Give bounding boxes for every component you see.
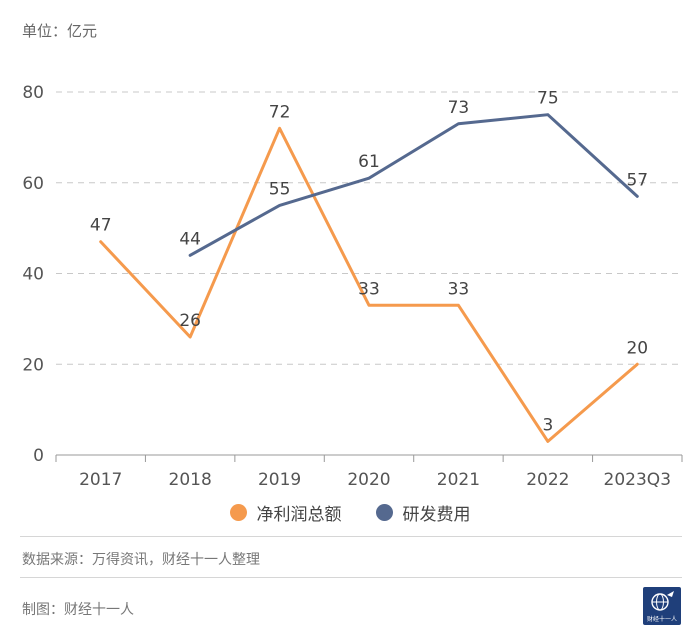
grid-lines bbox=[56, 91, 682, 365]
data-label: 61 bbox=[358, 152, 380, 172]
y-tick-label: 0 bbox=[33, 446, 44, 466]
data-label: 75 bbox=[537, 89, 559, 109]
series-line-0 bbox=[99, 126, 639, 443]
data-label: 47 bbox=[90, 216, 112, 236]
y-tick-label: 20 bbox=[22, 355, 44, 375]
legend-label-rnd: 研发费用 bbox=[402, 505, 471, 525]
globe-icon bbox=[651, 591, 674, 611]
data-label: 26 bbox=[179, 311, 201, 331]
legend-item-rnd[interactable]: 研发费用 bbox=[375, 500, 471, 525]
data-label: 20 bbox=[626, 338, 648, 358]
unit-label: 单位：亿元 bbox=[22, 22, 98, 40]
brand-logo: 财经十一人 bbox=[643, 587, 681, 625]
data-label: 55 bbox=[269, 179, 291, 199]
y-tick-label: 40 bbox=[22, 265, 44, 285]
x-tick-label: 2018 bbox=[169, 470, 212, 490]
legend-label-profit: 净利润总额 bbox=[256, 505, 342, 525]
data-label: 57 bbox=[626, 170, 648, 190]
y-tick-label: 80 bbox=[22, 83, 44, 103]
source-note: 数据来源：万得资讯，财经十一人整理 bbox=[22, 552, 260, 568]
data-label: 3 bbox=[542, 415, 553, 435]
data-label: 44 bbox=[179, 229, 201, 249]
series-lines bbox=[99, 113, 639, 443]
maker-note: 制图：财经十一人 bbox=[22, 602, 134, 618]
axes: 0 20 40 60 80 2017 2018 2019 2020 2021 2022 2023Q3 bbox=[22, 83, 683, 490]
data-label: 72 bbox=[269, 102, 291, 122]
logo-text: 财经十一人 bbox=[646, 616, 677, 623]
legend: 净利润总额 研发费用 bbox=[0, 500, 700, 525]
x-tick-label: 2017 bbox=[79, 470, 122, 490]
data-label: 33 bbox=[358, 279, 380, 299]
x-tick-label: 2022 bbox=[526, 470, 569, 490]
series-line-1 bbox=[188, 113, 639, 257]
divider-top bbox=[20, 536, 682, 537]
x-tick-label: 2021 bbox=[437, 470, 480, 490]
y-tick-label: 60 bbox=[22, 174, 44, 194]
x-tick-label: 2023Q3 bbox=[604, 470, 671, 490]
divider-bottom bbox=[20, 577, 682, 578]
data-label: 33 bbox=[448, 279, 470, 299]
x-tick-label: 2020 bbox=[347, 470, 390, 490]
legend-marker-profit bbox=[229, 504, 247, 521]
legend-item-profit[interactable]: 净利润总额 bbox=[229, 500, 342, 525]
data-label: 73 bbox=[448, 98, 470, 118]
x-tick-label: 2019 bbox=[258, 470, 301, 490]
legend-marker-rnd bbox=[375, 504, 393, 521]
